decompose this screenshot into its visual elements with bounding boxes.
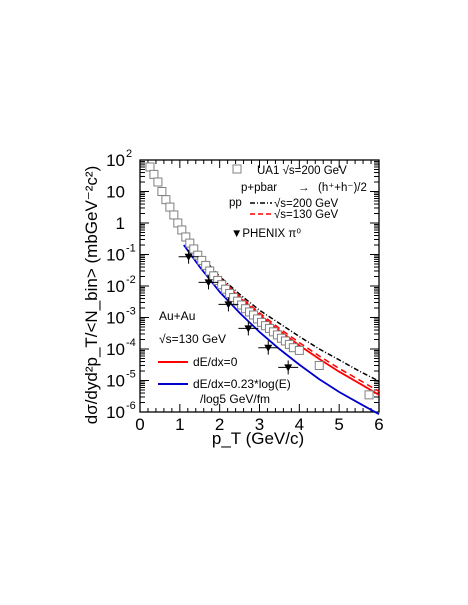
phenix-point (224, 301, 233, 309)
ua1-point (145, 162, 155, 172)
y-tick-label: 10 (106, 183, 125, 202)
y-axis-title: dσ/dyd²p_T/<N_bin> (mbGeV⁻²c²) (82, 166, 101, 425)
legend-pp130: √s=130 GeV (274, 208, 339, 221)
x-axis-label: p_T (GeV/c) (212, 429, 304, 448)
legend-phenix: ▼PHENIX π⁰ (231, 228, 301, 240)
phenix-point (244, 325, 253, 333)
x-tick-label: 3 (255, 415, 264, 434)
x-tick-label: 5 (334, 415, 343, 434)
legend-ua1-line1: UA1 √s=200 GeV (257, 164, 347, 177)
y-tick-label: 10 (106, 340, 125, 359)
y-tick-exponent: -4 (126, 337, 136, 349)
legend: UA1 √s=200 GeV p+pbar → (h⁺+h⁻)/2 pp √s=… (158, 164, 367, 406)
ua1-point (161, 195, 171, 205)
y-axis-label: dσ/dyd²p_T/<N_bin> (mbGeV⁻²c²) (82, 166, 101, 425)
ua1-point (294, 345, 304, 355)
y-tick-label: 10 (106, 277, 125, 296)
y-tick-exponent: 2 (126, 148, 132, 160)
legend-blue-curve-line2: /log5 GeV/fm (200, 392, 270, 406)
phenix-point (264, 344, 273, 352)
legend-auau: Au+Au (159, 309, 195, 323)
ua1-point (364, 390, 374, 400)
y-tick-exponent: -3 (126, 306, 136, 318)
y-tick-exponent: -5 (126, 369, 136, 381)
curve-line (183, 244, 380, 415)
phenix-point (204, 279, 213, 287)
curve-line (183, 232, 380, 393)
legend-pp200: √s=200 GeV (274, 197, 339, 210)
y-tick-label: 10 (106, 246, 125, 265)
legend-ua1-line2: p+pbar (241, 182, 277, 194)
x-tick-label: 0 (135, 415, 144, 434)
legend-ua1-line3: (h⁺+h⁻)/2 (318, 182, 367, 194)
x-tick-label: 6 (374, 415, 383, 434)
legend-ua1-marker (232, 164, 242, 174)
legend-blue-curve-line1: dE/dx=0.23*log(E) (193, 377, 291, 391)
y-tick-label: 10 (106, 151, 125, 170)
legend-pp-label: pp (229, 197, 242, 209)
y-tick-exponent: -6 (126, 400, 136, 412)
ua1-point (314, 360, 324, 370)
ua1-point (165, 202, 175, 212)
y-tick-label: 10 (106, 309, 125, 328)
x-tick-label: 2 (215, 415, 224, 434)
ua1-point (157, 187, 167, 196)
y-tick-label: 1 (116, 214, 125, 233)
legend-ua1-arrow: → (298, 182, 310, 194)
y-tick-exponent: -1 (126, 243, 136, 255)
curve-line (183, 232, 380, 382)
curve-line (183, 233, 380, 396)
x-tick-label: 1 (175, 415, 184, 434)
data-points (145, 162, 374, 400)
y-tick-label: 10 (106, 372, 125, 391)
ua1-point (169, 210, 179, 220)
ua1-point (149, 169, 159, 179)
y-tick-exponent: -2 (126, 274, 136, 286)
phenix-point (284, 364, 293, 372)
phenix-point (184, 253, 193, 261)
legend-red-curve: dE/dx=0 (193, 355, 238, 369)
legend-auau-energy: √s=130 GeV (159, 332, 226, 346)
y-tick-label: 10 (106, 403, 125, 422)
ua1-point (153, 177, 163, 187)
x-tick-label: 4 (295, 415, 304, 434)
